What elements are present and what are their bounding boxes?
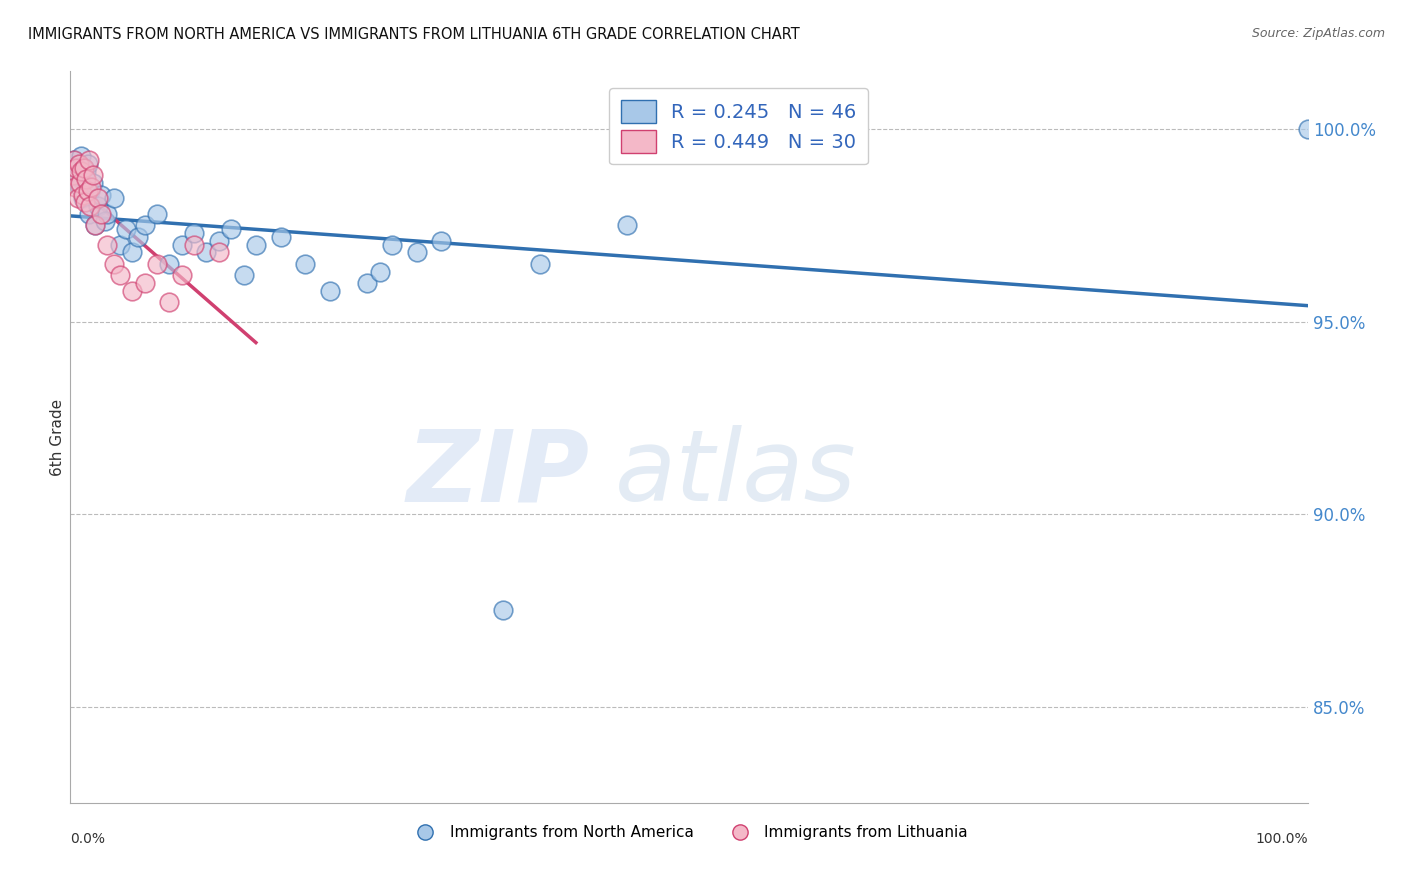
Point — [294, 257, 316, 271]
Point — [529, 257, 551, 271]
Point — [245, 237, 267, 252]
Point — [108, 268, 131, 283]
Point — [69, 179, 91, 194]
Point — [208, 234, 231, 248]
Point — [1296, 122, 1319, 136]
Point — [65, 161, 87, 175]
Point — [157, 257, 180, 271]
Point — [183, 226, 205, 240]
Point — [73, 161, 96, 175]
Point — [368, 264, 391, 278]
Point — [90, 207, 112, 221]
Point — [67, 157, 90, 171]
Point — [63, 153, 86, 167]
Text: ZIP: ZIP — [406, 425, 591, 522]
Text: IMMIGRANTS FROM NORTH AMERICA VS IMMIGRANTS FROM LITHUANIA 6TH GRADE CORRELATION: IMMIGRANTS FROM NORTH AMERICA VS IMMIGRA… — [28, 27, 800, 42]
Point — [115, 222, 138, 236]
Point — [219, 222, 242, 236]
Point — [616, 219, 638, 233]
Y-axis label: 6th Grade: 6th Grade — [49, 399, 65, 475]
Point — [75, 172, 97, 186]
Point — [80, 179, 103, 194]
Point — [270, 230, 292, 244]
Point — [84, 219, 107, 233]
Point — [72, 187, 94, 202]
Point — [70, 149, 93, 163]
Point — [94, 214, 117, 228]
Point — [146, 257, 169, 271]
Point — [75, 164, 97, 178]
Point — [134, 276, 156, 290]
Point — [146, 207, 169, 221]
Point — [84, 219, 107, 233]
Point — [65, 161, 87, 175]
Point — [127, 230, 149, 244]
Text: atlas: atlas — [614, 425, 856, 522]
Point — [208, 245, 231, 260]
Text: Source: ZipAtlas.com: Source: ZipAtlas.com — [1251, 27, 1385, 40]
Point — [77, 153, 100, 167]
Point — [63, 153, 86, 167]
Point — [103, 257, 125, 271]
Point — [86, 191, 108, 205]
Point — [195, 245, 218, 260]
Point — [405, 245, 427, 260]
Point — [381, 237, 404, 252]
Point — [66, 191, 89, 205]
Text: 100.0%: 100.0% — [1256, 832, 1308, 846]
Point — [72, 191, 94, 205]
Point — [430, 234, 453, 248]
Point — [77, 207, 100, 221]
Point — [96, 237, 118, 252]
Point — [69, 176, 91, 190]
Point — [82, 176, 104, 190]
Point — [75, 172, 97, 186]
Point — [79, 199, 101, 213]
Point — [157, 295, 180, 310]
Point — [108, 237, 131, 252]
Point — [75, 195, 97, 210]
Point — [232, 268, 254, 283]
Point — [70, 164, 93, 178]
Point — [356, 276, 378, 290]
Point — [66, 169, 89, 183]
Point — [86, 199, 108, 213]
Point — [96, 207, 118, 221]
Point — [67, 157, 90, 171]
Point — [82, 169, 104, 183]
Point — [65, 179, 87, 194]
Point — [76, 157, 98, 171]
Point — [121, 284, 143, 298]
Point — [170, 268, 193, 283]
Point — [134, 219, 156, 233]
Point — [492, 603, 515, 617]
Text: 0.0%: 0.0% — [70, 832, 105, 846]
Point — [319, 284, 342, 298]
Point — [103, 191, 125, 205]
Point — [79, 184, 101, 198]
Point — [62, 169, 84, 183]
Legend: R = 0.245   N = 46, R = 0.449   N = 30: R = 0.245 N = 46, R = 0.449 N = 30 — [609, 88, 868, 164]
Point — [90, 187, 112, 202]
Point — [73, 161, 96, 175]
Point — [183, 237, 205, 252]
Point — [121, 245, 143, 260]
Point — [76, 184, 98, 198]
Point — [170, 237, 193, 252]
